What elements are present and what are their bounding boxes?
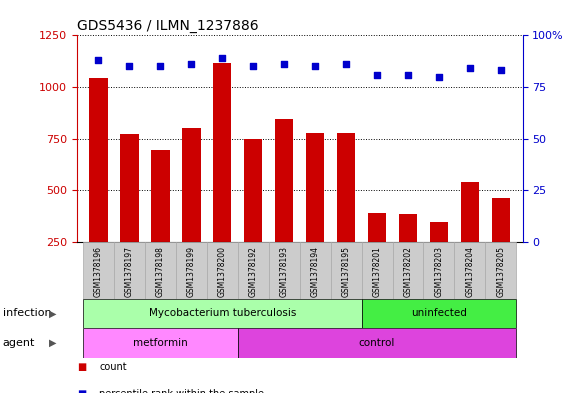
Bar	[461, 182, 479, 242]
Text: count: count	[99, 362, 127, 371]
Bar	[491, 198, 510, 242]
Bar	[392, 242, 424, 299]
Bar	[83, 242, 114, 299]
Bar	[362, 242, 392, 299]
Text: GSM1378193: GSM1378193	[279, 246, 289, 297]
Bar	[486, 242, 516, 299]
Bar	[237, 328, 516, 358]
Text: GSM1378194: GSM1378194	[311, 246, 320, 297]
Bar	[275, 119, 294, 242]
Point	[156, 63, 165, 70]
Bar	[424, 242, 454, 299]
Text: percentile rank within the sample: percentile rank within the sample	[99, 389, 264, 393]
Bar	[83, 328, 237, 358]
Bar	[182, 128, 201, 242]
Text: Mycobacterium tuberculosis: Mycobacterium tuberculosis	[148, 309, 296, 318]
Text: GSM1378199: GSM1378199	[187, 246, 196, 297]
Text: ▶: ▶	[48, 309, 56, 318]
Point	[187, 61, 196, 67]
Bar	[176, 242, 207, 299]
Text: GSM1378205: GSM1378205	[496, 246, 506, 297]
Bar	[300, 242, 331, 299]
Text: GSM1378198: GSM1378198	[156, 246, 165, 297]
Point	[465, 65, 474, 72]
Bar	[399, 214, 417, 242]
Text: ■: ■	[77, 389, 86, 393]
Text: GSM1378204: GSM1378204	[465, 246, 474, 297]
Point	[373, 72, 382, 78]
Point	[249, 63, 258, 70]
Text: infection: infection	[3, 309, 52, 318]
Bar	[269, 242, 300, 299]
Bar	[331, 242, 362, 299]
Text: GSM1378201: GSM1378201	[373, 246, 382, 297]
Text: GSM1378196: GSM1378196	[94, 246, 103, 297]
Text: ▶: ▶	[48, 338, 56, 348]
Text: GSM1378197: GSM1378197	[125, 246, 134, 297]
Text: GSM1378195: GSM1378195	[341, 246, 350, 297]
Bar	[114, 242, 145, 299]
Bar	[213, 63, 232, 242]
Bar	[362, 299, 516, 328]
Point	[341, 61, 350, 67]
Text: control: control	[359, 338, 395, 348]
Point	[403, 72, 412, 78]
Text: GSM1378192: GSM1378192	[249, 246, 258, 297]
Text: uninfected: uninfected	[411, 309, 467, 318]
Text: GSM1378200: GSM1378200	[218, 246, 227, 297]
Bar	[207, 242, 237, 299]
Text: GDS5436 / ILMN_1237886: GDS5436 / ILMN_1237886	[77, 19, 258, 33]
Bar	[237, 242, 269, 299]
Text: agent: agent	[3, 338, 35, 348]
Bar	[429, 222, 448, 242]
Point	[218, 55, 227, 61]
Bar	[244, 138, 262, 242]
Point	[125, 63, 134, 70]
Bar	[83, 299, 362, 328]
Text: metformin: metformin	[133, 338, 187, 348]
Bar	[337, 133, 356, 242]
Point	[435, 73, 444, 80]
Bar	[367, 213, 386, 242]
Bar	[120, 134, 139, 242]
Point	[94, 57, 103, 63]
Text: GSM1378202: GSM1378202	[403, 246, 412, 297]
Bar	[454, 242, 486, 299]
Bar	[306, 133, 324, 242]
Bar	[151, 150, 170, 242]
Point	[311, 63, 320, 70]
Bar	[89, 78, 108, 242]
Text: GSM1378203: GSM1378203	[435, 246, 444, 297]
Point	[496, 67, 506, 73]
Bar	[145, 242, 176, 299]
Text: ■: ■	[77, 362, 86, 371]
Point	[279, 61, 289, 67]
